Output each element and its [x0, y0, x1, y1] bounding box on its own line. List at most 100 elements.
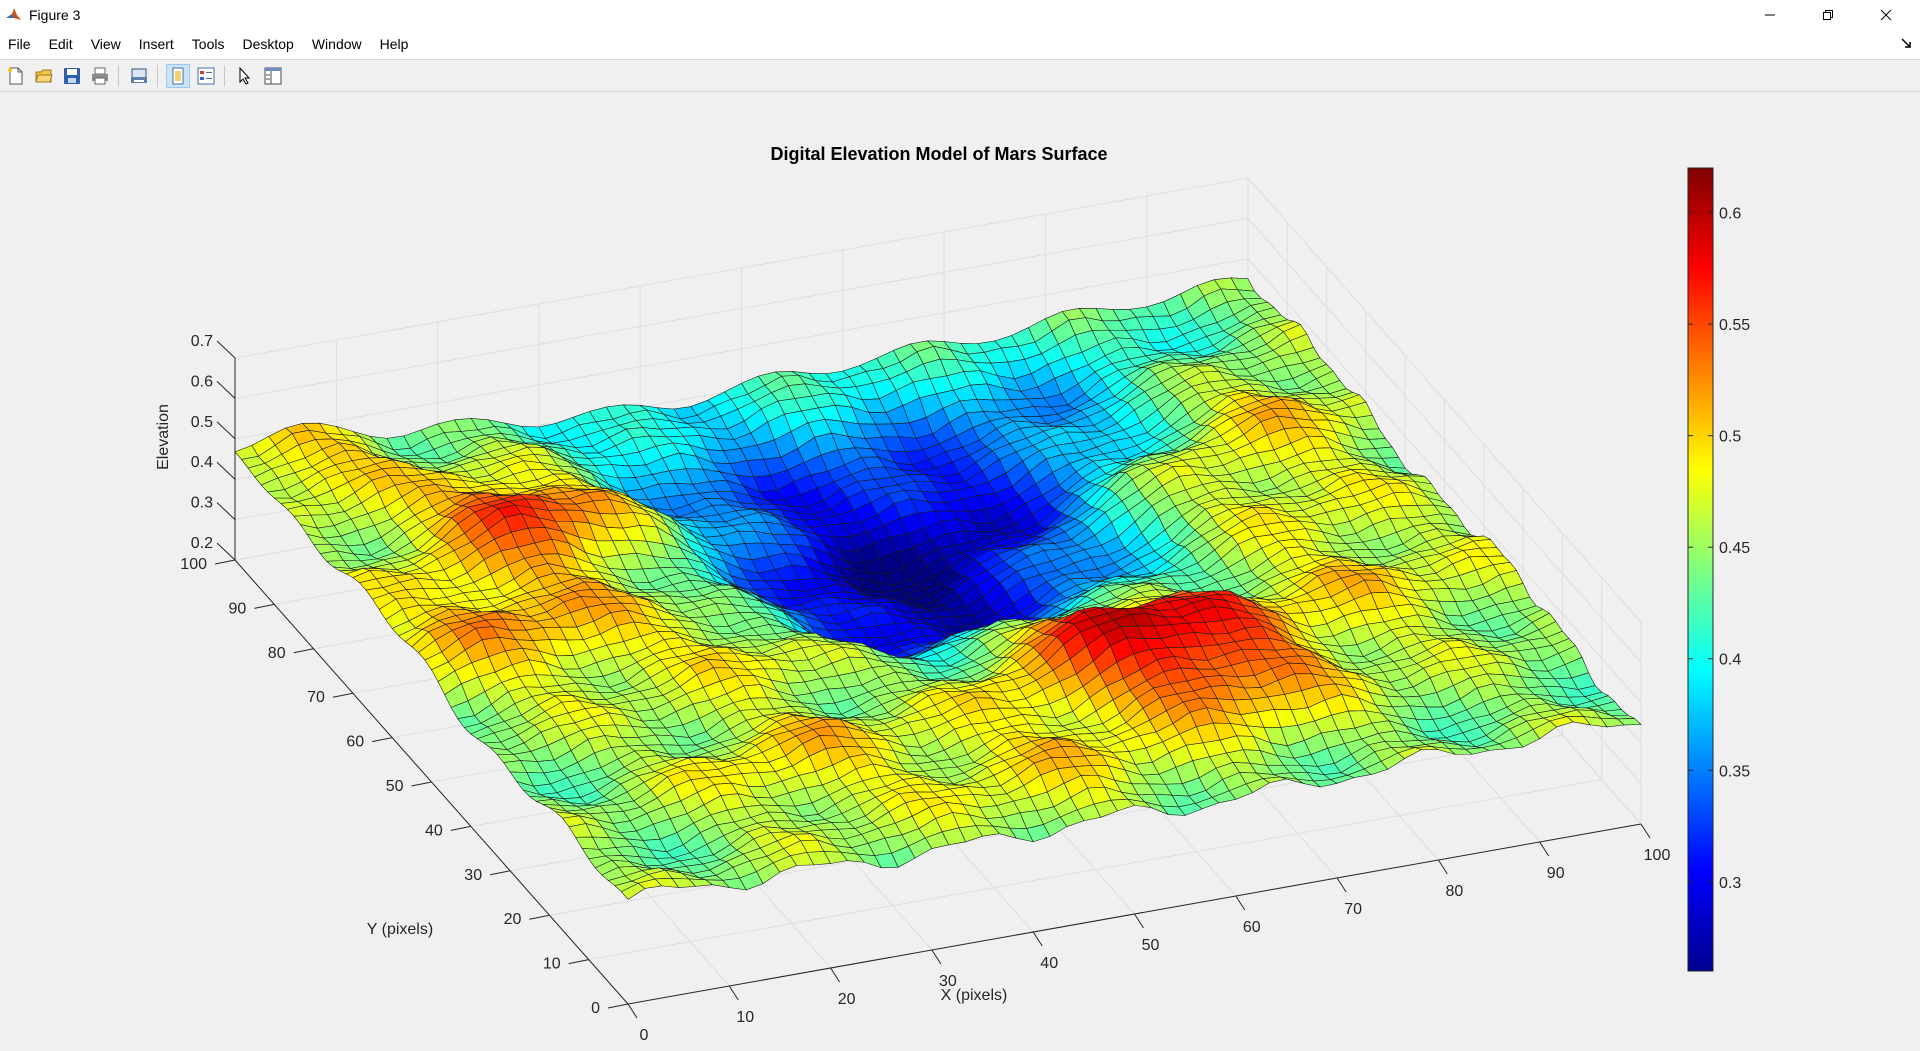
z-tick-mark: [216, 502, 236, 520]
x-tick-mark: [830, 967, 841, 983]
chart-title: Digital Elevation Model of Mars Surface: [770, 144, 1107, 164]
edit-plot-button[interactable]: [233, 64, 257, 88]
z-tick-label: 0.4: [191, 454, 213, 471]
open-file-button[interactable]: [32, 64, 56, 88]
new-figure-button[interactable]: [4, 64, 28, 88]
y-tick-label: 40: [425, 822, 443, 839]
insert-legend-button[interactable]: [194, 64, 218, 88]
y-tick-mark: [293, 648, 314, 654]
surface-patch: [1616, 718, 1642, 726]
wall-gridline: [234, 177, 1642, 623]
figure-canvas[interactable]: Digital Elevation Model of Mars Surface …: [0, 92, 1920, 1051]
y-tick-label: 30: [464, 867, 482, 884]
print-button[interactable]: [88, 64, 112, 88]
plot-svg: Digital Elevation Model of Mars Surface …: [155, 144, 1750, 1044]
surface-mesh: [234, 277, 1642, 900]
menu-help[interactable]: Help: [379, 36, 409, 52]
link-plot-icon: [172, 67, 184, 84]
edit-plot-icon: [239, 66, 251, 85]
menu-window[interactable]: Window: [311, 36, 362, 52]
x-tick-label: 70: [1344, 901, 1362, 918]
y-tick-mark: [254, 603, 275, 609]
print-preview-icon: [131, 68, 147, 83]
menu-tools[interactable]: Tools: [191, 36, 225, 52]
x-tick-mark: [1134, 913, 1144, 929]
link-plot-button[interactable]: [166, 63, 190, 88]
restore-button[interactable]: [1799, 0, 1857, 29]
restore-icon: [1823, 9, 1833, 20]
y-tick-label: 80: [268, 645, 286, 662]
y-tick-mark: [372, 737, 393, 743]
x-tick-mark: [1640, 823, 1651, 839]
z-tick-label: 0.3: [191, 495, 213, 512]
colorbar[interactable]: [1687, 167, 1714, 972]
y-tick-mark: [607, 1003, 629, 1009]
y-tick-label: 70: [307, 689, 325, 706]
z-tick-label: 0.2: [191, 535, 213, 552]
save-button[interactable]: [60, 64, 84, 88]
colorbar-tick-label: 0.4: [1719, 652, 1741, 669]
x-tick-mark: [1437, 859, 1448, 875]
minimize-icon: [1765, 14, 1775, 15]
x-tick-mark: [1336, 877, 1347, 893]
wall-gridline: [234, 258, 1642, 704]
z-tick-label: 0.7: [191, 333, 213, 350]
y-tick-label: 10: [543, 956, 561, 973]
toolbar-separator: [224, 64, 225, 87]
colorbar-tick-label: 0.45: [1719, 540, 1750, 557]
open-file-icon: [35, 69, 53, 82]
y-tick-label: 0: [591, 1000, 600, 1017]
print-preview-button[interactable]: [127, 64, 151, 88]
z-tick-mark: [216, 381, 236, 399]
dock-arrow-icon[interactable]: [1901, 38, 1912, 49]
colorbar-tick-label: 0.35: [1719, 763, 1750, 780]
colorbar-ticks: 0.3 0.35 0.4 0.45 0.5 0.55 0.6: [1688, 206, 1750, 892]
toolbar-separator: [157, 64, 158, 87]
insert-legend-icon: [197, 67, 215, 84]
colorbar-tick-label: 0.3: [1719, 875, 1741, 892]
menu-edit[interactable]: Edit: [48, 36, 73, 52]
wall-gridline: [234, 217, 1642, 663]
axes-ticks: 0 10 20 30 40 50 60 70 80 90 100 0 10 20 30 40 50 60 70 80 9…: [180, 333, 1670, 1044]
x-tick-mark: [1032, 931, 1043, 947]
menu-desktop[interactable]: Desktop: [242, 36, 294, 52]
z-tick-label: 0.5: [191, 414, 213, 431]
window-title: Figure 3: [29, 6, 81, 23]
property-inspector-button[interactable]: [261, 64, 285, 88]
z-tick-label: 0.6: [191, 373, 213, 390]
y-tick-mark: [214, 559, 236, 565]
menu-view[interactable]: View: [90, 36, 121, 52]
x-tick-label: 60: [1243, 919, 1261, 936]
x-tick-mark: [627, 1003, 638, 1019]
print-icon: [92, 67, 108, 84]
y-tick-label: 50: [386, 778, 404, 795]
matlab-icon: [5, 6, 22, 23]
x-tick-label: 80: [1446, 883, 1464, 900]
z-axis-label: Elevation: [155, 404, 172, 470]
floor-gridline: [588, 779, 1602, 961]
z-tick-mark: [216, 421, 236, 440]
x-tick-mark: [728, 985, 739, 1001]
y-axis-label: Y (pixels): [367, 921, 433, 938]
y-tick-mark: [490, 870, 511, 876]
x-tick-label: 10: [736, 1009, 754, 1026]
colorbar-tick-label: 0.5: [1719, 429, 1741, 446]
close-button[interactable]: [1857, 0, 1915, 29]
close-icon: [1880, 9, 1892, 20]
minimize-button[interactable]: [1741, 0, 1799, 29]
y-tick-label: 100: [180, 556, 207, 573]
figure-toolbar: [0, 60, 1920, 92]
y-tick-mark: [332, 692, 353, 698]
menu-insert[interactable]: Insert: [138, 36, 174, 52]
y-tick-label: 60: [346, 734, 364, 751]
x-tick-label: 20: [838, 991, 856, 1008]
x-tick-label: 90: [1547, 865, 1565, 882]
y-tick-mark: [411, 781, 432, 787]
z-tick-mark: [216, 461, 236, 480]
colorbar-tick-label: 0.6: [1719, 206, 1741, 223]
y-tick-label: 90: [229, 600, 247, 617]
save-icon: [64, 67, 80, 84]
z-tick-mark: [216, 340, 236, 359]
x-tick-label: 30: [939, 973, 957, 990]
menu-file[interactable]: File: [8, 36, 31, 52]
